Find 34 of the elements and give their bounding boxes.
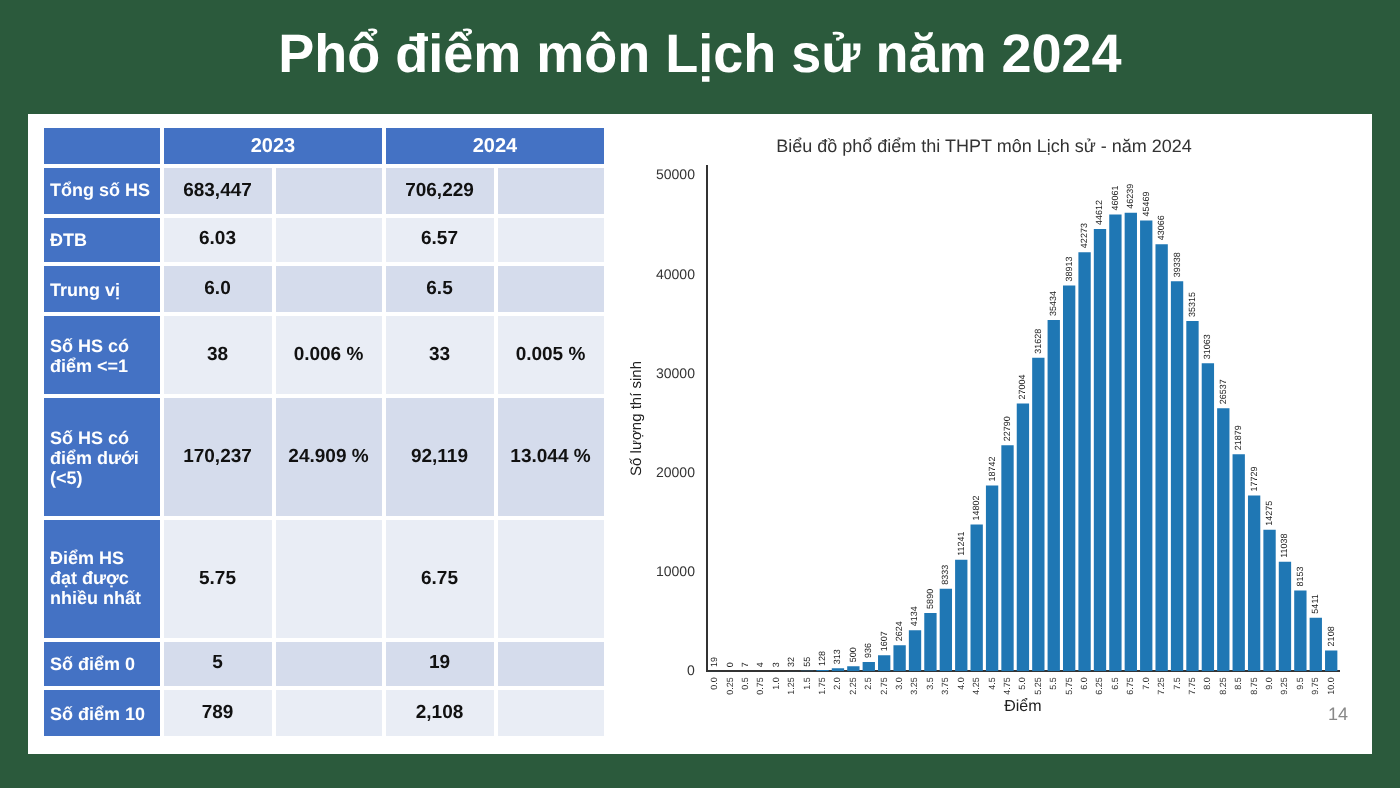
x-axis-title: Điểm (1004, 696, 1043, 715)
text: 13.044 % (510, 446, 591, 469)
chart-title: Biểu đồ phổ điểm thi THPT môn Lịch sử - năm 2024 (776, 135, 1192, 156)
category-label: Trung vị (50, 279, 121, 300)
category-label: Điểm HS đạt được nhiều nhất (50, 548, 141, 609)
text: 5 (212, 652, 223, 675)
category-label: 2023 (162, 126, 384, 166)
text: 6.0 (204, 278, 231, 301)
text: 789 (201, 702, 234, 725)
text: Phổ điểm môn Lịch sử năm 2024 (276, 24, 1124, 86)
text: 170,237 (183, 446, 252, 469)
category-label: Số điểm 10 (50, 703, 146, 724)
text: 19 (428, 652, 451, 675)
text: 6.03 (199, 228, 236, 251)
category-label: Số HS có điểm dưới (<5) (50, 427, 139, 488)
text: 92,119 (410, 446, 469, 469)
text: 24.909 % (288, 446, 369, 469)
category-label: Số điểm 0 (50, 653, 136, 674)
text: 706,229 (405, 179, 474, 202)
text: 38 (206, 344, 229, 367)
text: 6.57 (421, 228, 458, 251)
text: 2,108 (415, 702, 464, 725)
text: 0.005 % (515, 344, 586, 367)
text: 0.006 % (293, 344, 364, 367)
category-label: Số HS có điểm <=1 (50, 335, 130, 376)
text: 6.75 (421, 567, 458, 590)
category-label: Tổng số HS (50, 180, 150, 201)
category-label: ĐTB (50, 229, 87, 250)
text: 33 (428, 344, 451, 367)
text: 14 (1327, 704, 1348, 724)
text: 5.75 (199, 567, 236, 590)
text: 683,447 (183, 179, 252, 202)
category-label: 2024 (384, 126, 606, 166)
text: 6.5 (426, 278, 453, 301)
